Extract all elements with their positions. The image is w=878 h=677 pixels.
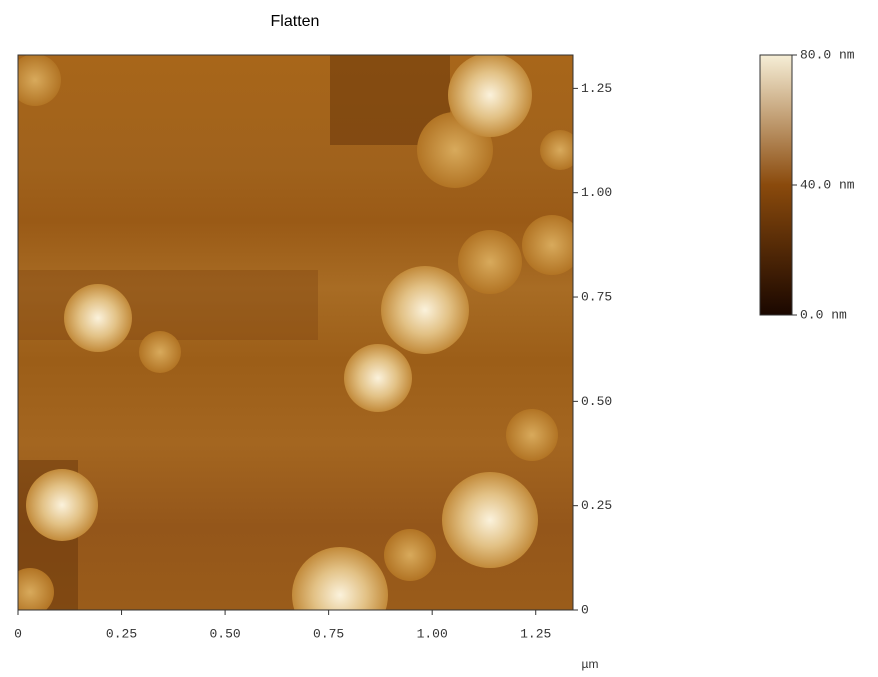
afm-image xyxy=(6,53,582,643)
colorbar-tick-label: 80.0 nm xyxy=(800,47,855,62)
y-tick-label: 1.00 xyxy=(581,185,612,200)
x-axis-label: µm xyxy=(582,657,599,671)
y-tick-label: 0.50 xyxy=(581,394,612,409)
y-tick-label: 0 xyxy=(581,602,589,617)
colorbar xyxy=(760,55,792,315)
x-tick-label: 0.25 xyxy=(106,626,137,641)
x-tick-label: 0.50 xyxy=(209,626,240,641)
x-tick-label: 1.00 xyxy=(417,626,448,641)
y-tick-label: 0.75 xyxy=(581,289,612,304)
x-tick-label: 0 xyxy=(14,626,22,641)
y-tick-label: 1.25 xyxy=(581,81,612,96)
colorbar-tick-label: 0.0 nm xyxy=(800,307,847,322)
x-tick-label: 0.75 xyxy=(313,626,344,641)
page: Flatten µm 0 0.25 0.50 0.75 1.00 1.25 0 0.25 0.5… xyxy=(0,0,878,677)
x-tick-label: 1.25 xyxy=(520,626,551,641)
chart: Flatten µm 0 0.25 0.50 0.75 1.00 1.25 0 0.25 0.5… xyxy=(0,0,878,677)
colorbar-tick-label: 40.0 nm xyxy=(800,177,855,192)
y-tick-label: 0.25 xyxy=(581,498,612,513)
chart-title: Flatten xyxy=(271,13,320,30)
